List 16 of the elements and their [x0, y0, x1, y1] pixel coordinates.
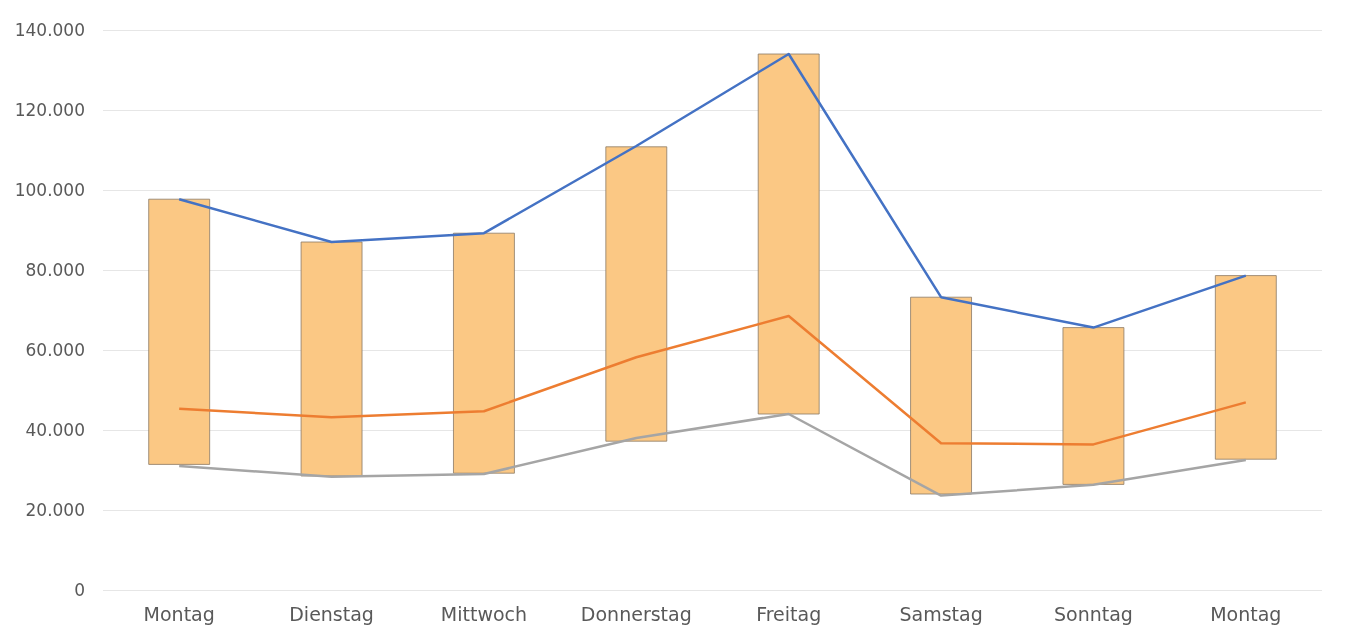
- x-tick-label: Montag: [1210, 602, 1282, 625]
- y-tick-label: 80.000: [25, 260, 85, 280]
- x-tick-label: Samstag: [899, 602, 983, 625]
- y-tick-label: 140.000: [14, 20, 85, 40]
- y-tick-label: 20.000: [25, 500, 85, 520]
- x-tick-label: Sonntag: [1053, 602, 1133, 625]
- x-tick-label: Montag: [143, 602, 215, 625]
- y-tick-label: 100.000: [14, 180, 85, 200]
- x-tick-label: Mittwoch: [440, 602, 528, 625]
- y-tick-label: 120.000: [14, 100, 85, 120]
- x-tick-label: Freitag: [756, 602, 822, 625]
- x-tick-label: Donnerstag: [580, 602, 692, 625]
- y-tick-label: 0: [74, 580, 85, 600]
- x-tick-label: Dienstag: [289, 602, 374, 625]
- y-tick-label: 40.000: [25, 420, 85, 440]
- y-tick-label: 60.000: [25, 340, 85, 360]
